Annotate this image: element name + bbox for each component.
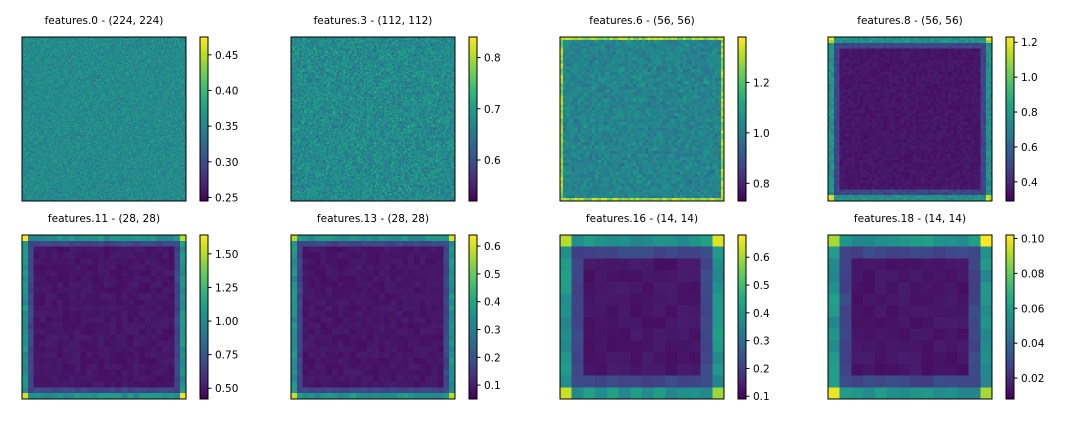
subplot-title: features.6 - (56, 56) — [589, 15, 694, 27]
colorbar — [200, 235, 208, 399]
colorbar-tick-label: 0.25 — [215, 192, 238, 204]
colorbar-tick-label: 0.6 — [753, 252, 770, 264]
colorbar-tick-label: 1.50 — [215, 249, 238, 261]
colorbar-tick-label: 0.06 — [1021, 303, 1045, 315]
heatmap-image — [828, 235, 992, 399]
colorbar-frame — [737, 36, 747, 202]
subplot-title: features.8 - (56, 56) — [857, 15, 962, 27]
heatmap-image — [22, 235, 186, 399]
colorbar-tick-label: 1.25 — [215, 282, 238, 294]
subplot-title: features.11 - (28, 28) — [48, 213, 160, 225]
heatmap-frame — [21, 234, 187, 400]
colorbar-tick-label: 0.7 — [484, 104, 501, 116]
colorbar-tick-label: 0.8 — [753, 178, 770, 190]
colorbar-tick-label: 1.00 — [215, 316, 238, 328]
colorbar-frame — [1005, 234, 1015, 400]
colorbar-frame — [1005, 36, 1015, 202]
colorbar-frame — [199, 234, 209, 400]
colorbar-tick-label: 0.10 — [1021, 233, 1044, 245]
colorbar-tick-label: 0.4 — [484, 297, 501, 309]
colorbar-tick-label: 0.6 — [484, 155, 501, 167]
subplot-title: features.13 - (28, 28) — [317, 213, 429, 225]
heatmap-image — [828, 37, 992, 201]
colorbar-tick-label: 0.5 — [753, 280, 770, 292]
colorbar-tick-label: 0.3 — [484, 325, 501, 337]
subplot-0: features.0 - (224, 224) 0.25 0.30 0.35 0.40 0… — [21, 15, 238, 204]
colorbar-frame — [199, 36, 209, 202]
subplot-title: features.3 - (112, 112) — [314, 15, 433, 27]
colorbar-tick-label: 0.6 — [1021, 142, 1038, 154]
colorbar-tick-label: 1.2 — [753, 77, 770, 89]
colorbar — [738, 37, 746, 201]
subplot-title: features.18 - (14, 14) — [854, 213, 966, 225]
colorbar-tick-label: 0.45 — [215, 50, 238, 62]
colorbar-tick-label: 0.75 — [215, 350, 238, 362]
colorbar-tick-label: 0.50 — [215, 383, 238, 395]
colorbar-tick-label: 0.40 — [215, 85, 238, 97]
colorbar-tick-label: 0.08 — [1021, 268, 1044, 280]
heatmap-frame — [21, 36, 187, 202]
colorbar-tick-label: 0.8 — [484, 53, 501, 65]
subplot-title: features.0 - (224, 224) — [45, 15, 164, 27]
colorbar-tick-label: 0.4 — [1021, 177, 1038, 189]
heatmap-image — [291, 235, 455, 399]
heatmap-frame — [290, 36, 456, 202]
colorbar-frame — [468, 234, 478, 400]
colorbar — [1006, 37, 1014, 201]
colorbar-tick-label: 0.6 — [484, 241, 501, 253]
colorbar-frame — [737, 234, 747, 400]
colorbar — [738, 235, 746, 399]
subplot-7: features.18 - (14, 14) 0.02 0.04 0.06 0.08 0.… — [827, 213, 1045, 400]
colorbar-tick-label: 0.2 — [484, 352, 501, 364]
colorbar-tick-label: 0.5 — [484, 269, 501, 281]
colorbar-tick-label: 0.3 — [753, 336, 770, 348]
heatmap-frame — [559, 36, 725, 202]
heatmap-frame — [290, 234, 456, 400]
subplot-2: features.6 - (56, 56) 0.8 1.0 1.2 — [559, 15, 770, 202]
colorbar-tick-label: 0.2 — [753, 363, 770, 375]
colorbar — [200, 37, 208, 201]
colorbar-tick-label: 0.4 — [753, 308, 770, 320]
heatmap-image — [291, 37, 455, 201]
colorbar-tick-label: 0.02 — [1021, 373, 1044, 385]
colorbar-tick-label: 1.0 — [1021, 72, 1038, 84]
colorbar-tick-label: 0.8 — [1021, 107, 1038, 119]
colorbar — [1006, 235, 1014, 399]
colorbar-tick-label: 0.1 — [484, 380, 501, 392]
heatmap-frame — [827, 36, 993, 202]
subplot-6: features.16 - (14, 14) 0.1 0.2 0.3 0.4 0.5 0.6 — [559, 213, 770, 403]
colorbar-tick-label: 0.35 — [215, 121, 238, 133]
colorbar-tick-label: 1.0 — [753, 128, 770, 140]
subplot-4: features.11 - (28, 28) 0.50 0.75 1.00 1.25 1.… — [21, 213, 238, 400]
heatmap-frame — [827, 234, 993, 400]
subplot-title: features.16 - (14, 14) — [586, 213, 698, 225]
colorbar — [469, 235, 477, 399]
heatmap-image — [22, 37, 186, 201]
heatmap-image — [560, 235, 724, 399]
colorbar-tick-label: 0.04 — [1021, 338, 1045, 350]
subplot-1: features.3 - (112, 112) 0.6 0.7 0.8 — [290, 15, 501, 202]
colorbar-frame — [468, 36, 478, 202]
heatmap-frame — [559, 234, 725, 400]
subplot-5: features.13 - (28, 28) 0.1 0.2 0.3 0.4 0.5 0.6 — [290, 213, 501, 400]
subplot-3: features.8 - (56, 56) 0.4 0.6 0.8 1.0 1.2 — [827, 15, 1038, 202]
colorbar-tick-label: 0.30 — [215, 157, 238, 169]
colorbar-tick-label: 0.1 — [753, 391, 770, 403]
heatmap-image — [560, 37, 724, 201]
colorbar — [469, 37, 477, 201]
colorbar-tick-label: 1.2 — [1021, 37, 1038, 49]
